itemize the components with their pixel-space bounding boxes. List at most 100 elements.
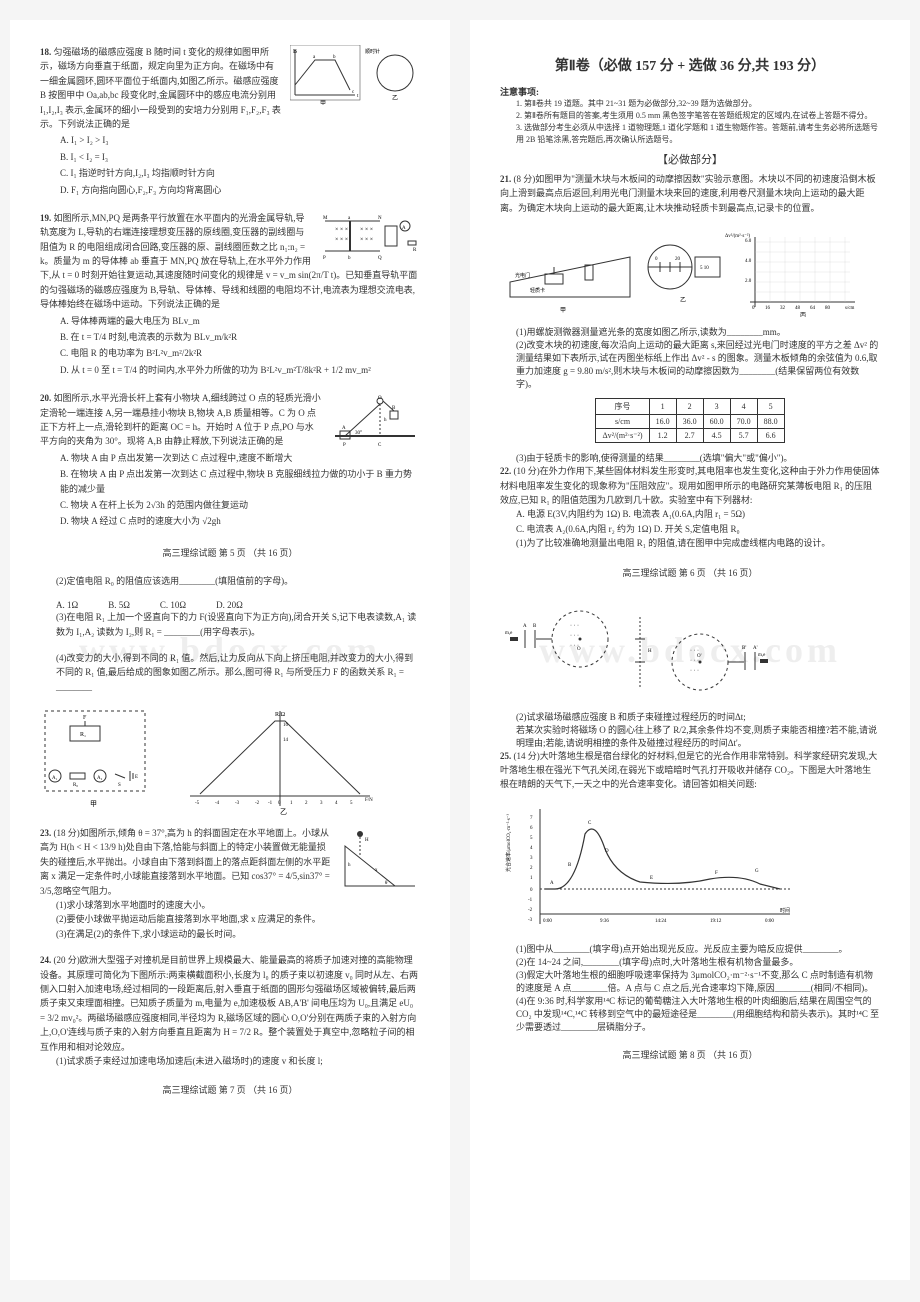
svg-text:5 10: 5 10 [700,266,709,271]
q20-num: 20. [40,393,51,403]
svg-text:B: B [293,49,297,55]
svg-text:m,e: m,e [505,631,513,636]
q22-2-d: D. 20Ω [216,600,243,610]
svg-text:0: 0 [655,257,658,262]
svg-text:× × ×: × × × [335,227,348,233]
q24-num: 24. [40,955,51,965]
svg-text:h: h [348,863,351,868]
svg-text:乙: 乙 [680,297,686,304]
q24: 24. (20 分)欧洲大型强子对撞机是目前世界上规模最大、能量最高的将质子加速… [40,953,420,1068]
svg-text:-3: -3 [528,918,533,923]
q23: h x H θ 23. (18 分)如图所示,倾角 θ = 37°,高为 h 的… [40,826,420,941]
q21-p1: (1)用螺旋测微器测量遮光条的宽度如图乙所示,读数为________mm。 [500,325,880,338]
svg-text:6: 6 [530,826,533,831]
svg-text:19:12: 19:12 [710,919,722,924]
section2-title: 第Ⅱ卷（必做 157 分 + 选做 36 分,共 193 分） [500,55,880,75]
svg-text:A: A [342,426,346,431]
svg-text:B: B [568,863,572,868]
svg-text:R₀: R₀ [73,783,78,788]
svg-text:C: C [378,443,382,448]
svg-text:H: H [648,649,652,654]
q22-p1: (1)为了比较准确地测量出电阻 R₁ 的阻值,请在图甲中完成虚线框内电路的设计。 [500,536,880,550]
svg-text:A₁: A₁ [52,776,58,781]
svg-text:0: 0 [530,888,533,893]
q23-text: (18 分)如图所示,倾角 θ = 37°,高为 h 的斜面固定在水平地面上。小… [40,828,330,896]
svg-text:B': B' [742,646,746,651]
svg-text:θ: θ [385,881,388,886]
q18-opt-d: D. F₁ 方向指向圆心,F₂,F₃ 方向均背离圆心 [40,183,420,197]
q20-text: 如图所示,水平光滑长杆上套有小物块 A,细线跨过 O 点的轻质光滑小定滑轮一端连… [40,393,321,446]
q22-part4: (4)改变力的大小,得到不同的 R₁ 值。然后,让力反向从下向上挤压电阻,并改变… [40,651,420,694]
svg-text:B: B [533,624,537,629]
svg-text:16: 16 [765,306,771,311]
svg-text:20: 20 [675,257,681,262]
svg-text:0: 0 [278,801,281,806]
q25-p3: (3)假定大叶落地生根的细胞呼吸速率保持为 3μmolCO₂·m⁻²·s⁻¹不变… [500,968,880,994]
svg-text:E: E [135,775,138,780]
svg-text:D: D [605,849,609,854]
svg-text:F: F [715,871,718,876]
q25-text: (14 分)大叶落地生根是宿台绿化的好材料,但是它的光合作用非常特别。科学家经研… [500,751,877,790]
svg-text:4: 4 [335,801,338,806]
footer-6: 高三理综试题 第 6 页 （共 16 页） [500,566,880,579]
q21-table: 序号 1 2 3 4 5 s/cm 16.0 36.0 60.0 70.0 88… [595,398,784,443]
svg-text:· · ·: · · · [570,623,579,629]
q24-p3: 若某次实验时将磁场 O 的圆心往上移了 R/2,其余条件均不变,则质子束能否相撞… [500,723,880,749]
svg-text:E: E [650,876,653,881]
svg-text:6.0: 6.0 [745,239,752,244]
q25-p4: (4)在 9:36 时,科学家用¹⁴C 标记的葡萄糖注入大叶落地生根的叶肉细胞后… [500,994,880,1033]
svg-text:c: c [352,90,355,95]
svg-text:5: 5 [350,801,353,806]
svg-text:× × ×: × × × [360,237,373,243]
q21-text: (8 分)如图甲为"测量木块与木板间的动摩擦因数"实验示意图。木块以不同的初速度… [500,174,876,213]
right-page: www.bdocx.com 第Ⅱ卷（必做 157 分 + 选做 36 分,共 1… [470,20,910,1280]
q23-figure: h x H θ [340,826,420,896]
q22-text: (10 分)在外力作用下,某些固体材料发生形变时,其电阻率也发生变化,这种由于外… [500,466,880,505]
q18-opt-a: A. I₁ > I₂ > I₃ [40,133,420,147]
footer-5: 高三理综试题 第 5 页 （共 16 页） [40,546,420,559]
q23-p2: (2)要使小球做平抛运动后能直接落到水平地面,求 x 应满足的条件。 [40,912,420,926]
svg-text:4.0: 4.0 [745,259,752,264]
svg-text:· · ·: · · · [690,668,699,674]
svg-text:-3: -3 [235,801,240,806]
svg-text:A: A [523,624,527,629]
q25-chart: 7 6 5 4 3 2 1 0 -1 -2 -3 0:00 9:36 14:24… [500,804,880,934]
q19-opt-c: C. 电阻 R 的电功率为 B²L²v_m²/2k²R [40,346,420,360]
q20-opt-c: C. 物块 A 在杆上长为 2√3h 的范围内做往复运动 [40,498,420,512]
note-2: 2. 第Ⅱ卷所有题目的答案,考生须用 0.5 mm 黑色签字笔答在答题纸规定的区… [500,110,880,122]
q19: × × × × × × × × × × × × A R M P a b N Q [40,211,420,379]
required-title: 【必做部分】 [500,151,880,167]
svg-text:时间: 时间 [780,907,790,914]
svg-text:2.0: 2.0 [745,279,752,284]
svg-text:N: N [378,216,382,221]
svg-text:F: F [83,715,87,721]
svg-text:乙: 乙 [280,808,287,816]
q19-num: 19. [40,213,51,223]
svg-text:-1: -1 [528,898,533,903]
q23-p1: (1)求小球落到水平地面时的速度大小。 [40,898,420,912]
svg-text:2: 2 [305,801,308,806]
q24-p2: (2)试求磁场磁感应强度 B 和质子束碰撞过程经历的时间Δt; [500,710,880,723]
svg-text:A: A [550,881,554,886]
svg-text:A₂: A₂ [97,776,103,781]
footer-7: 高三理综试题 第 7 页 （共 16 页） [40,1083,420,1096]
svg-text:32: 32 [780,306,786,311]
svg-text:48: 48 [795,306,801,311]
svg-text:A': A' [753,646,758,651]
svg-text:甲: 甲 [90,800,97,808]
svg-text:b: b [348,256,351,261]
q21-figure: 光电门 轻质卡 甲 0 20 5 10 乙 [500,227,880,317]
note-1: 1. 第Ⅱ卷共 19 道题。其中 21~31 题为必做部分,32~39 题为选做… [500,98,880,110]
q25-p1: (1)图中从________(填字母)点开始出现光反应。光反应主要为暗反应提供_… [500,942,880,955]
svg-text:m,e: m,e [758,653,766,658]
svg-text:64: 64 [810,306,816,311]
svg-text:C: C [588,821,592,826]
svg-text:光合速率/μmolCO₂·m⁻²·s⁻¹: 光合速率/μmolCO₂·m⁻²·s⁻¹ [505,813,512,871]
svg-text:3: 3 [530,856,533,861]
q19-figure: × × × × × × × × × × × × A R M P a b N Q [320,211,420,266]
svg-text:F/N: F/N [365,798,373,803]
q24-text: (20 分)欧洲大型强子对撞机是目前世界上规模最大、能量最高的将质子加速对撞的高… [40,955,418,1051]
q19-opt-a: A. 导体棒两端的最大电压为 BLv_m [40,314,420,328]
svg-text:3: 3 [320,801,323,806]
q21: 21. (8 分)如图甲为"测量木块与木板间的动摩擦因数"实验示意图。木块以不同… [500,172,880,215]
